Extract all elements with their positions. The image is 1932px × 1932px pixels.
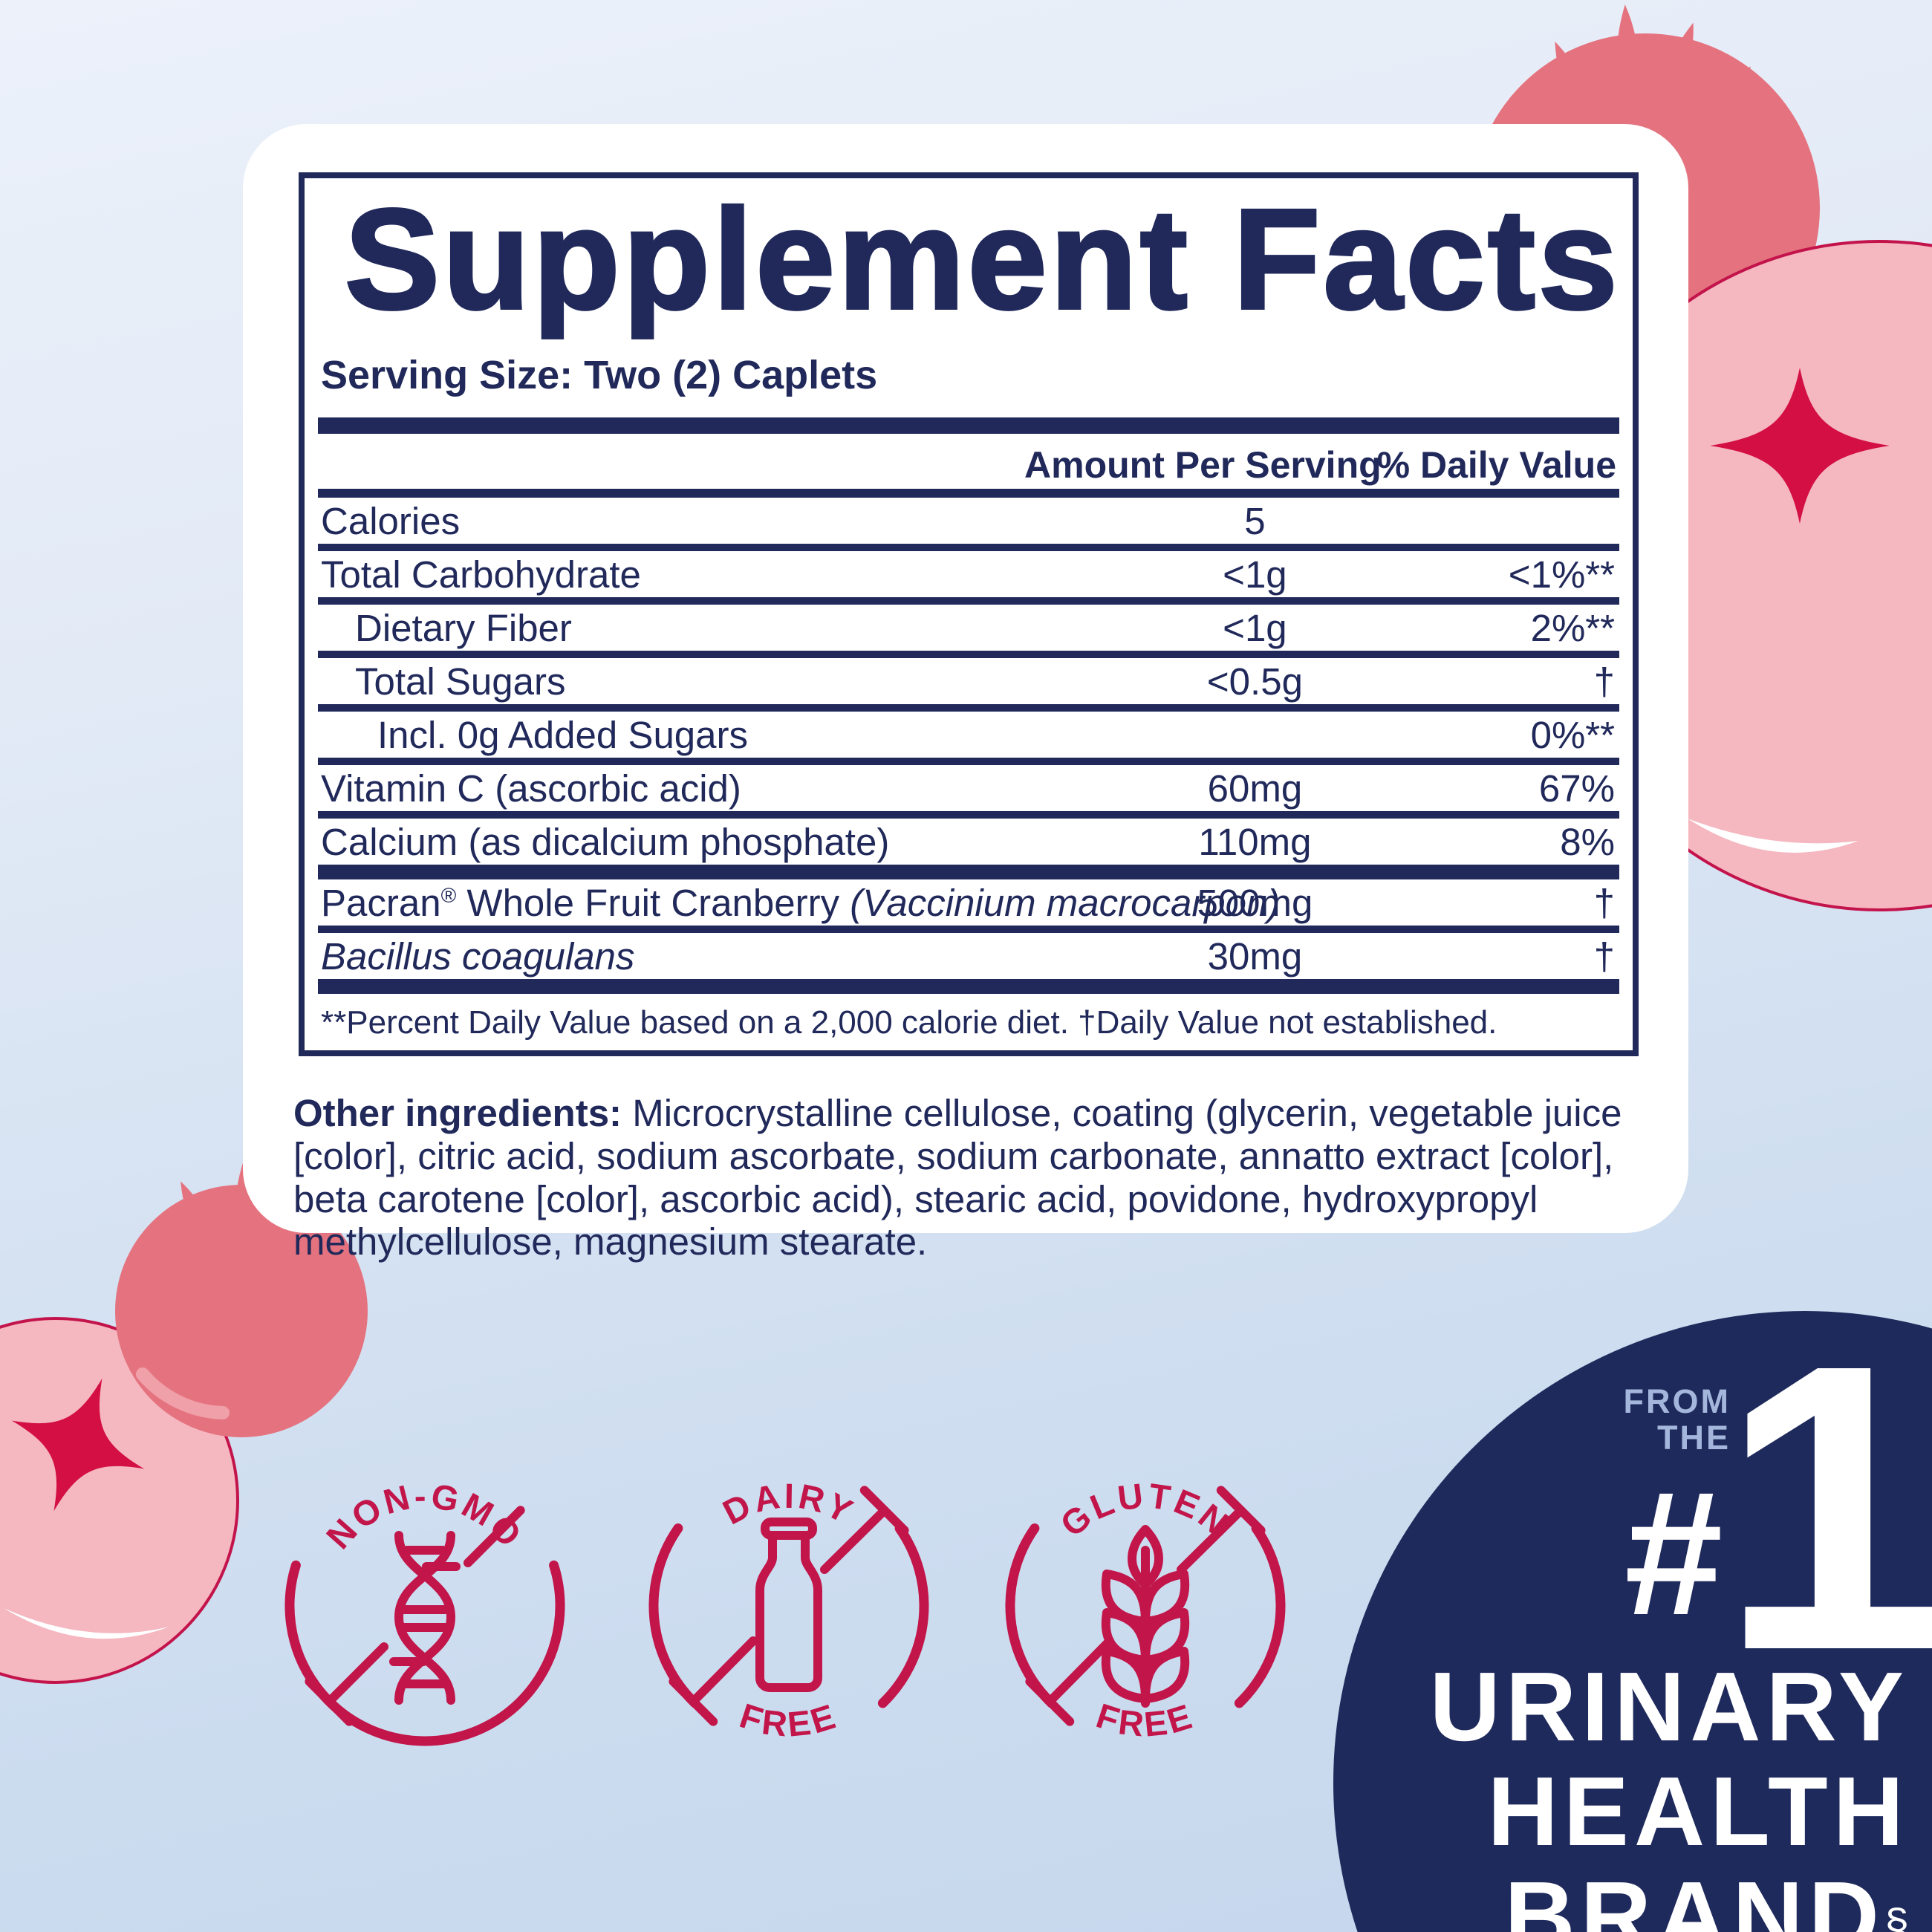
table-row: Pacran® Whole Fruit Cranberry (Vaccinium… [318, 879, 1619, 934]
badge-gluten-free: GLUTEN FREE [1005, 1475, 1286, 1744]
serving-size: Serving Size: Two (2) Caplets [321, 353, 878, 398]
from-word: FROM [1623, 1382, 1731, 1420]
table-row: Incl. 0g Added Sugars 0%** [318, 712, 1619, 766]
wheat-icon [1101, 1525, 1190, 1708]
row-daily-value: † [1593, 934, 1615, 978]
svg-text:FREE: FREE [735, 1696, 842, 1744]
badge-bottom-label: FREE [735, 1696, 839, 1744]
calyx-star [11, 1378, 145, 1512]
row-daily-value: † [1593, 881, 1615, 924]
table-row: Total Carbohydrate <1g <1%** [318, 551, 1619, 605]
badge-dairy-free: DAIRY FREE [648, 1476, 929, 1744]
berry-highlight [136, 1367, 230, 1419]
dna-icon [389, 1531, 461, 1705]
table-row: Total Sugars <0.5g † [318, 658, 1619, 712]
row-daily-value: 2%** [1530, 606, 1615, 649]
facts-rows: Calories 5 Total Carbohydrate <1g <1%** Dieta… [318, 498, 1619, 995]
row-amount: <1g [1223, 606, 1287, 649]
other-ingredients-text: Microcrystalline cellulose, coating (gly… [293, 1092, 1622, 1263]
milk-bottle-icon [755, 1518, 822, 1692]
brand-line-brand: BRAND§ [1430, 1864, 1909, 1932]
row-label: Calories [321, 499, 461, 542]
row-label: Total Sugars [355, 660, 566, 703]
cranberry-bottom-left [0, 1157, 368, 1684]
row-label: Calcium (as dicalcium phosphate) [321, 820, 890, 863]
row-label: Bacillus coagulans [321, 934, 635, 978]
row-label: Dietary Fiber [355, 606, 572, 649]
row-amount: 5 [1244, 499, 1266, 542]
brand-text: URINARY HEALTH BRAND§ [1430, 1654, 1909, 1932]
supplement-facts-panel: Supplement Facts Serving Size: Two (2) C… [299, 172, 1639, 1057]
table-row: Dietary Fiber <1g 2%** [318, 605, 1619, 659]
shine-crescent [1688, 819, 1858, 853]
row-label: Pacran® Whole Fruit Cranberry (Vaccinium… [321, 881, 1281, 924]
row-daily-value: 67% [1538, 767, 1615, 810]
no-slash [1025, 1486, 1266, 1726]
table-row: Calories 5 [318, 498, 1619, 552]
divider [318, 489, 1619, 498]
supplement-card: Supplement Facts Serving Size: Two (2) C… [243, 124, 1688, 1263]
divider-thick [318, 417, 1619, 435]
calyx-star [1710, 368, 1890, 524]
shine-crescent [4, 1608, 169, 1639]
footnote: **Percent Daily Value based on a 2,000 c… [321, 1004, 1497, 1041]
other-ingredients-lead: Other ingredients: [293, 1092, 622, 1135]
badge-top-label: NON-GMO [319, 1475, 528, 1556]
col-amount-header: Amount Per Serving [1024, 444, 1382, 487]
row-daily-value: † [1593, 660, 1615, 703]
brand-line-urinary: URINARY [1429, 1652, 1909, 1761]
column-headers: Amount Per Serving % Daily Value [318, 443, 1619, 486]
table-row: Calcium (as dicalcium phosphate) 110mg 8% [318, 819, 1619, 880]
no-slash [305, 1506, 525, 1726]
brand-circle: FROM THE # 1 URINARY HEALTH BRAND§ [1333, 1281, 1932, 1932]
panel-title: Supplement Facts [343, 179, 1621, 339]
row-amount: 500mg [1197, 881, 1313, 924]
row-daily-value: 8% [1560, 820, 1615, 863]
row-amount: <0.5g [1206, 660, 1303, 703]
col-dv-header: % Daily Value [1376, 444, 1616, 487]
row-label: Total Carbohydrate [321, 553, 641, 596]
row-daily-value: <1%** [1508, 553, 1615, 596]
row-label: Vitamin C (ascorbic acid) [321, 767, 741, 810]
row-daily-value: 0%** [1530, 713, 1615, 756]
other-ingredients: Other ingredients: Microcrystalline cell… [293, 1092, 1642, 1263]
section-mark: § [1884, 1899, 1909, 1932]
row-amount: 60mg [1207, 767, 1303, 810]
hash-symbol: # [1624, 1455, 1723, 1652]
badge-non-gmo: NON-GMO [284, 1475, 565, 1746]
row-label: Incl. 0g Added Sugars [377, 713, 749, 756]
brand-line-health: HEALTH [1487, 1757, 1909, 1867]
table-row: Bacillus coagulans 30mg † [318, 933, 1619, 995]
row-amount: 110mg [1198, 820, 1312, 863]
row-amount: <1g [1223, 553, 1287, 596]
no-slash [669, 1486, 909, 1726]
table-row: Vitamin C (ascorbic acid) 60mg 67% [318, 765, 1619, 819]
row-amount: 30mg [1207, 934, 1303, 978]
svg-text:NON-GMO: NON-GMO [319, 1475, 531, 1556]
the-word: THE [1657, 1418, 1731, 1457]
from-the-label: FROM THE [1623, 1382, 1731, 1457]
number-one: 1 [1720, 1281, 1932, 1735]
